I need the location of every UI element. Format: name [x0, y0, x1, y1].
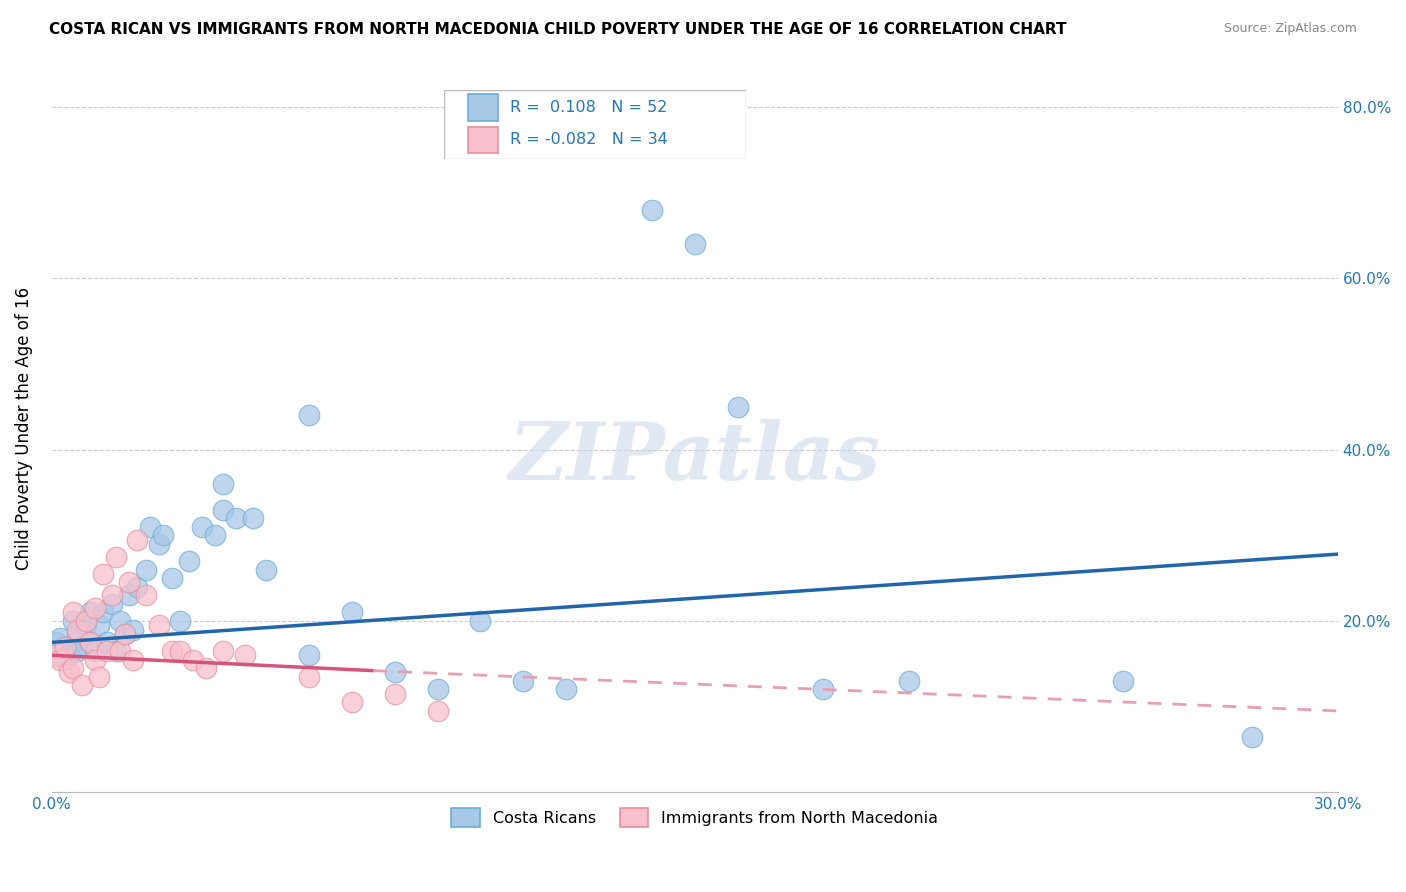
Point — [62, 661, 84, 675]
Point — [96, 635, 118, 649]
Point — [127, 580, 149, 594]
Point — [122, 623, 145, 637]
Point — [100, 588, 122, 602]
Point — [79, 635, 101, 649]
Point — [470, 614, 492, 628]
Point — [110, 644, 132, 658]
Text: ZIPatlas: ZIPatlas — [509, 418, 880, 496]
Point — [1112, 673, 1135, 688]
Point — [169, 614, 191, 628]
Point — [384, 665, 406, 680]
Point — [298, 409, 321, 423]
Point — [100, 597, 122, 611]
Point — [53, 640, 76, 654]
Point — [813, 682, 835, 697]
Point — [641, 202, 664, 217]
Point — [169, 644, 191, 658]
Point — [91, 606, 114, 620]
Point — [66, 627, 89, 641]
Point — [135, 588, 157, 602]
Point — [70, 640, 93, 654]
Point — [118, 588, 141, 602]
Point — [75, 614, 97, 628]
Point — [79, 606, 101, 620]
Point — [70, 678, 93, 692]
Point — [555, 682, 578, 697]
Point — [225, 511, 247, 525]
Point — [83, 601, 105, 615]
Point — [212, 502, 235, 516]
Point — [683, 237, 706, 252]
Legend: Costa Ricans, Immigrants from North Macedonia: Costa Ricans, Immigrants from North Mace… — [443, 800, 946, 835]
Point — [233, 648, 256, 663]
Point — [212, 476, 235, 491]
Point — [254, 563, 277, 577]
Point — [139, 519, 162, 533]
Point — [49, 652, 72, 666]
Point — [53, 640, 76, 654]
Point — [96, 644, 118, 658]
Point — [298, 648, 321, 663]
Point — [242, 511, 264, 525]
Point — [135, 563, 157, 577]
Point — [62, 614, 84, 628]
Point — [45, 635, 67, 649]
Point — [340, 606, 363, 620]
Point — [114, 627, 136, 641]
Point — [898, 673, 921, 688]
Point — [426, 682, 449, 697]
Point — [45, 648, 67, 663]
Point — [75, 618, 97, 632]
Text: Source: ZipAtlas.com: Source: ZipAtlas.com — [1223, 22, 1357, 36]
Point — [83, 652, 105, 666]
Point — [79, 635, 101, 649]
Point — [87, 670, 110, 684]
Point — [384, 687, 406, 701]
Point — [1240, 730, 1263, 744]
Point — [118, 575, 141, 590]
Point — [53, 652, 76, 666]
Point — [160, 644, 183, 658]
Point — [105, 644, 128, 658]
Point — [177, 554, 200, 568]
Point — [122, 652, 145, 666]
Point — [114, 627, 136, 641]
Point — [87, 618, 110, 632]
Point — [426, 704, 449, 718]
Point — [62, 606, 84, 620]
Point — [512, 673, 534, 688]
Y-axis label: Child Poverty Under the Age of 16: Child Poverty Under the Age of 16 — [15, 286, 32, 570]
Point — [212, 644, 235, 658]
Point — [340, 695, 363, 709]
Point — [49, 631, 72, 645]
Text: COSTA RICAN VS IMMIGRANTS FROM NORTH MACEDONIA CHILD POVERTY UNDER THE AGE OF 16: COSTA RICAN VS IMMIGRANTS FROM NORTH MAC… — [49, 22, 1067, 37]
Point — [204, 528, 226, 542]
Point — [195, 661, 218, 675]
Point — [727, 400, 749, 414]
Point — [298, 670, 321, 684]
Point — [66, 644, 89, 658]
Point — [181, 652, 204, 666]
Point — [148, 618, 170, 632]
Point — [105, 549, 128, 564]
Point — [110, 614, 132, 628]
Point — [160, 571, 183, 585]
Point — [91, 566, 114, 581]
Point — [58, 665, 80, 680]
Point — [127, 533, 149, 547]
Point — [83, 644, 105, 658]
Point — [191, 519, 214, 533]
Point — [66, 623, 89, 637]
Point — [152, 528, 174, 542]
Point — [148, 537, 170, 551]
Point — [58, 648, 80, 663]
